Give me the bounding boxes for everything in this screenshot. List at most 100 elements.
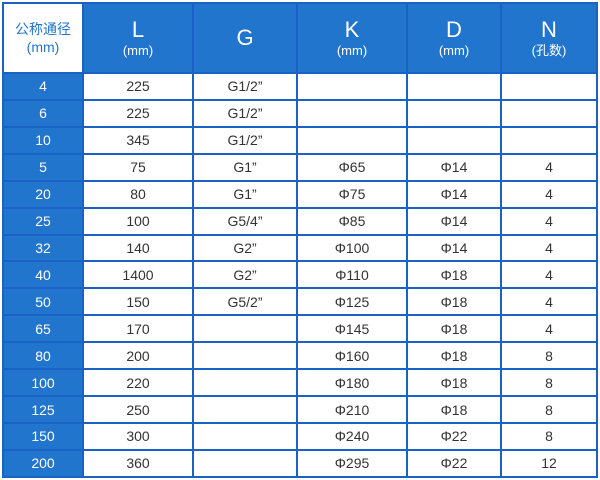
table-cell — [192, 421, 298, 451]
header-label: K — [344, 17, 360, 42]
table-cell: G1/2” — [192, 125, 298, 155]
table-cell: 225 — [82, 72, 194, 101]
nominal-diameter-cell: 25 — [2, 206, 84, 236]
table-cell: 100 — [82, 206, 194, 236]
nominal-diameter-cell: 65 — [2, 314, 84, 344]
table-cell: 75 — [82, 152, 194, 182]
table-cell: Φ18 — [406, 260, 502, 290]
table-cell: G2” — [192, 233, 298, 263]
table-cell: Φ18 — [406, 314, 502, 344]
table-cell: Φ14 — [406, 152, 502, 182]
table-cell: Φ18 — [406, 368, 502, 398]
table-cell: Φ75 — [296, 179, 408, 209]
table-cell: 4 — [500, 206, 598, 236]
table-cell: 225 — [82, 98, 194, 128]
header-label: D — [446, 17, 462, 42]
table-cell: Φ210 — [296, 395, 408, 424]
header-label: G — [236, 25, 254, 50]
table-cell: 200 — [82, 341, 194, 371]
header-unit: (孔数) — [531, 43, 567, 58]
table-cell: G2” — [192, 260, 298, 290]
table-cell: Φ14 — [406, 233, 502, 263]
nominal-diameter-cell: 20 — [2, 179, 84, 209]
header-unit: (mm) — [336, 43, 368, 58]
table-cell: Φ22 — [406, 421, 502, 451]
header-corner-line1: 公称通径 — [15, 21, 71, 37]
table-row: 200 360 Φ295 Φ22 12 — [2, 448, 598, 479]
header-l: L (mm) — [82, 2, 194, 74]
table-cell — [500, 98, 598, 128]
nominal-diameter-cell: 6 — [2, 98, 84, 128]
table-cell: Φ18 — [406, 287, 502, 317]
table-row: 150 300 Φ240 Φ22 8 — [2, 421, 598, 451]
table-cell: 345 — [82, 125, 194, 155]
table-cell — [192, 341, 298, 371]
table-cell: 8 — [500, 395, 598, 424]
table-cell: 80 — [82, 179, 194, 209]
table-cell: Φ100 — [296, 233, 408, 263]
header-row: 公称通径 (mm) L (mm) G K (mm) D (mm) N (孔数) — [2, 2, 598, 74]
nominal-diameter-cell: 5 — [2, 152, 84, 182]
table-cell: 1400 — [82, 260, 194, 290]
nominal-diameter-cell: 80 — [2, 341, 84, 371]
table-cell: 4 — [500, 233, 598, 263]
table-cell: 170 — [82, 314, 194, 344]
table-cell: Φ110 — [296, 260, 408, 290]
table-cell: G1/2” — [192, 72, 298, 101]
table-cell: G5/4” — [192, 206, 298, 236]
table-cell — [500, 72, 598, 101]
table-cell: Φ125 — [296, 287, 408, 317]
table-cell — [296, 98, 408, 128]
table-row: 40 1400 G2” Φ110 Φ18 4 — [2, 260, 598, 290]
header-nominal-diameter: 公称通径 (mm) — [2, 2, 84, 74]
table-row: 125 250 Φ210 Φ18 8 — [2, 395, 598, 424]
table-cell: 140 — [82, 233, 194, 263]
nominal-diameter-cell: 50 — [2, 287, 84, 317]
table-cell: Φ18 — [406, 395, 502, 424]
nominal-diameter-cell: 200 — [2, 448, 84, 479]
table-row: 6 225 G1/2” — [2, 98, 598, 128]
table-row: 5 75 G1” Φ65 Φ14 4 — [2, 152, 598, 182]
table-cell: G1” — [192, 179, 298, 209]
table-cell: G1/2” — [192, 98, 298, 128]
table-cell: 8 — [500, 421, 598, 451]
nominal-diameter-cell: 125 — [2, 395, 84, 424]
nominal-diameter-cell: 32 — [2, 233, 84, 263]
table-row: 10 345 G1/2” — [2, 125, 598, 155]
table-cell: Φ145 — [296, 314, 408, 344]
table-row: 20 80 G1” Φ75 Φ14 4 — [2, 179, 598, 209]
table-row: 32 140 G2” Φ100 Φ14 4 — [2, 233, 598, 263]
table-cell: 300 — [82, 421, 194, 451]
table-cell: G5/2” — [192, 287, 298, 317]
header-label: N — [541, 17, 557, 42]
table-cell: Φ85 — [296, 206, 408, 236]
nominal-diameter-cell: 4 — [2, 72, 84, 101]
nominal-diameter-cell: 10 — [2, 125, 84, 155]
header-g: G — [192, 2, 298, 74]
table-cell: 8 — [500, 341, 598, 371]
header-unit: (mm) — [122, 43, 154, 58]
table-cell — [296, 72, 408, 101]
table-cell: Φ160 — [296, 341, 408, 371]
table-cell: 220 — [82, 368, 194, 398]
nominal-diameter-cell: 40 — [2, 260, 84, 290]
table-cell — [192, 368, 298, 398]
table-row: 80 200 Φ160 Φ18 8 — [2, 341, 598, 371]
table-cell: 4 — [500, 179, 598, 209]
table-row: 50 150 G5/2” Φ125 Φ18 4 — [2, 287, 598, 317]
table-cell: Φ14 — [406, 206, 502, 236]
table-cell: Φ65 — [296, 152, 408, 182]
table-row: 25 100 G5/4” Φ85 Φ14 4 — [2, 206, 598, 236]
table-cell: G1” — [192, 152, 298, 182]
table-cell — [192, 448, 298, 479]
nominal-diameter-cell: 150 — [2, 421, 84, 451]
table-row: 4 225 G1/2” — [2, 72, 598, 101]
table-cell — [296, 125, 408, 155]
table-cell: Φ22 — [406, 448, 502, 479]
table-cell: 4 — [500, 287, 598, 317]
table-cell: 250 — [82, 395, 194, 424]
table-cell — [406, 98, 502, 128]
header-d: D (mm) — [406, 2, 502, 74]
table-cell — [406, 125, 502, 155]
